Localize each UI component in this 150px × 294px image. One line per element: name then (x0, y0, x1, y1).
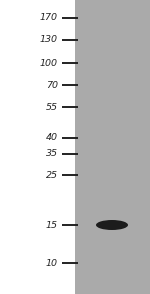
Ellipse shape (96, 220, 128, 230)
Text: 70: 70 (46, 81, 58, 89)
Text: 25: 25 (46, 171, 58, 180)
Text: 40: 40 (46, 133, 58, 143)
Text: 130: 130 (40, 36, 58, 44)
Text: 100: 100 (40, 59, 58, 68)
Text: 170: 170 (40, 14, 58, 23)
Text: 15: 15 (46, 220, 58, 230)
Text: 10: 10 (46, 258, 58, 268)
Text: 35: 35 (46, 150, 58, 158)
Bar (75, 0, 150, 294)
Text: 55: 55 (46, 103, 58, 111)
